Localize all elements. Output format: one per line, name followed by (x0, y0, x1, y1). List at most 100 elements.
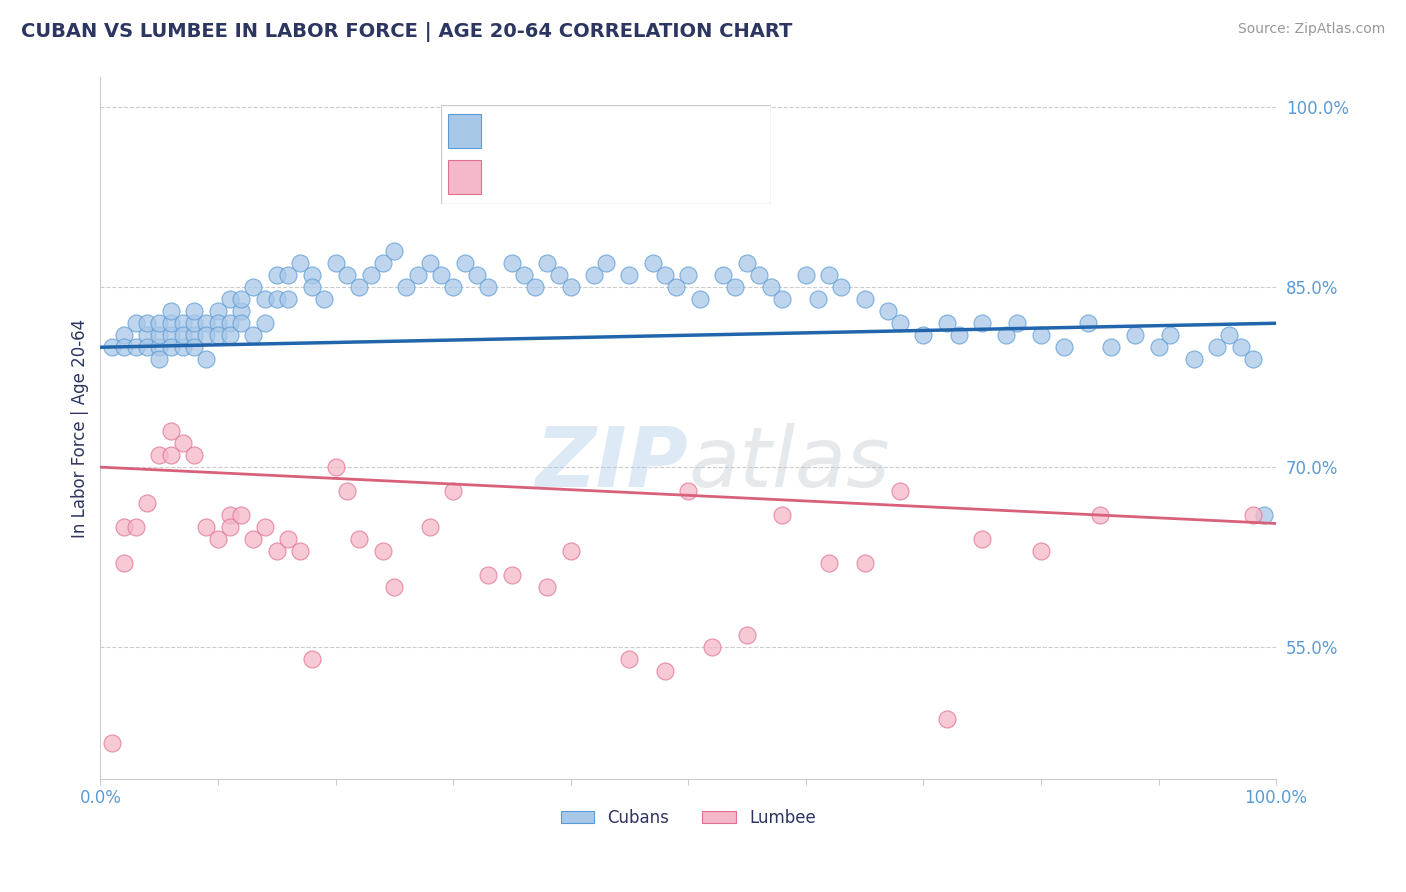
Point (512, 268, 534, 283)
Point (231, 293, 253, 307)
Point (654, 268, 676, 283)
Point (136, 496, 159, 510)
Text: ZIP: ZIP (536, 423, 688, 504)
Point (419, 256, 441, 270)
Point (1077, 316, 1099, 330)
Point (301, 280, 323, 294)
Point (195, 520, 218, 534)
Point (1053, 340, 1076, 354)
Point (748, 268, 770, 283)
Point (1007, 316, 1029, 330)
Text: atlas: atlas (688, 423, 890, 504)
Point (101, 340, 124, 354)
Point (395, 280, 418, 294)
Point (1241, 508, 1264, 522)
Point (665, 280, 688, 294)
Point (972, 532, 994, 546)
Point (619, 652, 641, 666)
Point (160, 328, 183, 343)
Point (218, 520, 240, 534)
Point (336, 484, 359, 499)
Point (336, 268, 359, 283)
Point (183, 316, 205, 330)
Point (912, 328, 935, 343)
Point (454, 256, 477, 270)
Point (266, 268, 288, 283)
Point (441, 484, 464, 499)
Point (1029, 544, 1052, 558)
Point (266, 293, 288, 307)
Point (312, 293, 335, 307)
Point (136, 340, 159, 354)
Point (1206, 340, 1229, 354)
Point (231, 316, 253, 330)
Point (477, 280, 499, 294)
Point (501, 568, 523, 582)
Point (218, 328, 240, 343)
Point (619, 268, 641, 283)
Point (124, 520, 146, 534)
Point (325, 256, 347, 270)
Point (889, 316, 911, 330)
Point (253, 520, 276, 534)
Point (124, 316, 146, 330)
Point (325, 460, 347, 475)
Point (301, 268, 323, 283)
Text: Source: ZipAtlas.com: Source: ZipAtlas.com (1237, 22, 1385, 37)
Point (724, 280, 747, 294)
Point (112, 556, 135, 570)
Point (172, 316, 194, 330)
Point (371, 544, 394, 558)
Point (347, 532, 370, 546)
Point (759, 280, 782, 294)
Point (818, 556, 841, 570)
Point (148, 340, 170, 354)
Point (560, 544, 582, 558)
Point (218, 293, 240, 307)
Point (441, 280, 464, 294)
Point (360, 268, 382, 283)
Point (818, 268, 841, 283)
Point (430, 268, 453, 283)
Point (583, 268, 606, 283)
Point (889, 484, 911, 499)
Point (301, 652, 323, 666)
Point (536, 580, 558, 594)
Point (735, 256, 758, 270)
Point (218, 316, 240, 330)
Point (1123, 328, 1146, 343)
Point (160, 340, 183, 354)
Point (207, 328, 229, 343)
Point (1182, 352, 1205, 367)
Point (794, 268, 817, 283)
Point (183, 448, 205, 462)
Point (1101, 340, 1123, 354)
Point (277, 293, 299, 307)
Point (853, 556, 876, 570)
Point (183, 328, 205, 343)
Point (676, 484, 699, 499)
Point (172, 340, 194, 354)
Point (406, 268, 429, 283)
Point (148, 316, 170, 330)
Point (735, 628, 758, 642)
Point (806, 293, 828, 307)
Point (689, 293, 711, 307)
Point (1088, 508, 1111, 522)
Point (1230, 340, 1253, 354)
Point (148, 352, 170, 367)
Point (195, 316, 218, 330)
Y-axis label: In Labor Force | Age 20-64: In Labor Force | Age 20-64 (72, 318, 89, 538)
Point (148, 328, 170, 343)
Point (676, 268, 699, 283)
Point (419, 520, 441, 534)
Point (242, 328, 264, 343)
Point (713, 268, 735, 283)
Point (242, 532, 264, 546)
Point (160, 448, 183, 462)
Point (347, 280, 370, 294)
Point (382, 244, 405, 259)
Point (770, 293, 793, 307)
Text: CUBAN VS LUMBEE IN LABOR FORCE | AGE 20-64 CORRELATION CHART: CUBAN VS LUMBEE IN LABOR FORCE | AGE 20-… (21, 22, 793, 42)
Point (195, 328, 218, 343)
